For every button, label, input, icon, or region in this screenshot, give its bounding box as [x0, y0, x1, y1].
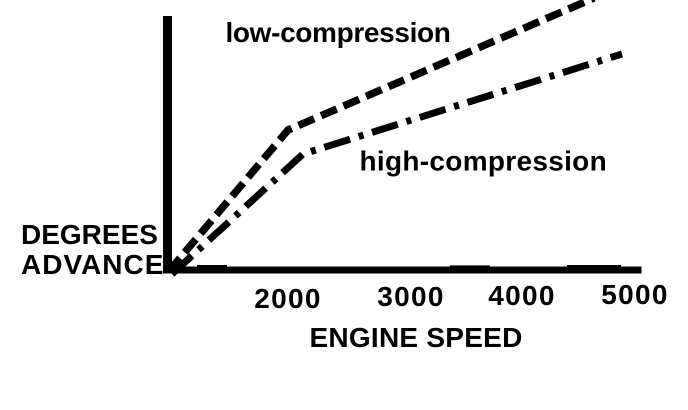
svg-text:high-compression: high-compression [360, 146, 608, 177]
svg-text:2000: 2000 [254, 283, 322, 314]
svg-text:5000: 5000 [601, 279, 669, 310]
svg-text:DEGREES: DEGREES [21, 219, 158, 250]
svg-text:ADVANCE: ADVANCE [21, 249, 164, 280]
svg-text:low-compression: low-compression [226, 17, 451, 48]
svg-text:ENGINE SPEED: ENGINE SPEED [310, 322, 523, 353]
svg-text:4000: 4000 [488, 280, 556, 311]
svg-text:3000: 3000 [377, 281, 445, 312]
